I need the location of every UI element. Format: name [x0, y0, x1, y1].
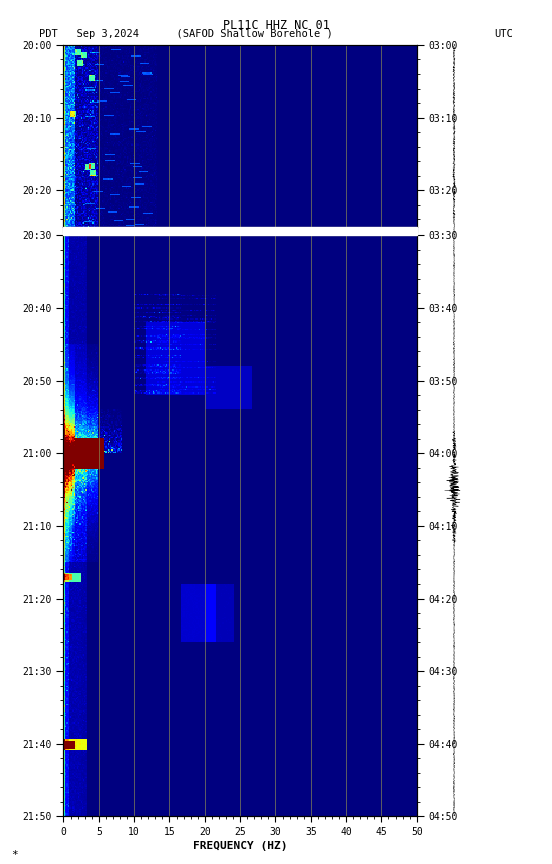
Text: UTC: UTC — [495, 29, 513, 39]
Text: PL11C HHZ NC 01: PL11C HHZ NC 01 — [222, 19, 330, 32]
Text: *: * — [11, 849, 18, 860]
X-axis label: FREQUENCY (HZ): FREQUENCY (HZ) — [193, 841, 288, 851]
Text: PDT   Sep 3,2024      (SAFOD Shallow Borehole ): PDT Sep 3,2024 (SAFOD Shallow Borehole ) — [39, 29, 332, 39]
